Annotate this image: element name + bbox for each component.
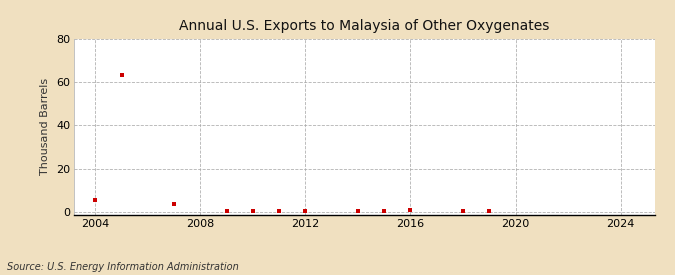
Title: Annual U.S. Exports to Malaysia of Other Oxygenates: Annual U.S. Exports to Malaysia of Other… [180,19,549,33]
Y-axis label: Thousand Barrels: Thousand Barrels [40,78,51,175]
Text: Source: U.S. Energy Information Administration: Source: U.S. Energy Information Administ… [7,262,238,272]
